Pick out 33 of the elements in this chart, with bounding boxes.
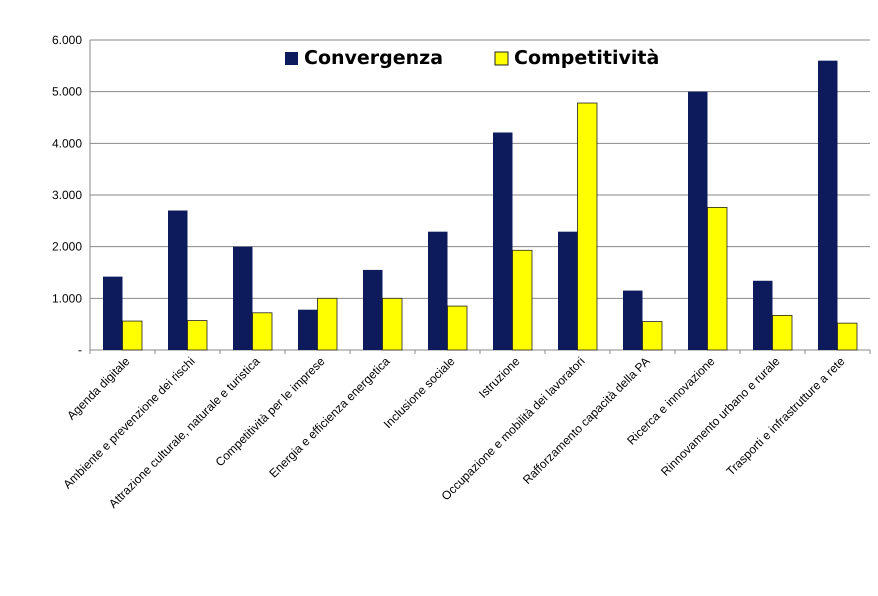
legend-label: Convergenza — [304, 47, 444, 69]
bar — [382, 298, 402, 350]
bar — [688, 92, 708, 350]
bar — [818, 60, 838, 350]
y-tick-label: 3.000 — [52, 188, 82, 202]
bar — [428, 232, 448, 350]
bar — [317, 298, 338, 350]
bar — [187, 320, 208, 350]
bar — [493, 132, 512, 350]
bar — [577, 102, 598, 350]
y-tick-label: - — [78, 343, 82, 357]
bar — [447, 306, 468, 350]
bar — [623, 290, 642, 350]
bar — [363, 270, 382, 350]
bar — [642, 321, 662, 350]
bar — [103, 276, 122, 350]
y-tick-label: 5.000 — [52, 84, 82, 99]
bar — [753, 280, 772, 350]
legend-label: Competitività — [514, 47, 660, 69]
bar — [772, 314, 792, 350]
bar — [233, 246, 252, 350]
bar — [168, 210, 188, 350]
y-tick-label: 6.000 — [52, 33, 82, 47]
y-tick-label: 2.000 — [52, 240, 82, 254]
bar — [298, 310, 318, 350]
bar — [512, 250, 532, 350]
bar — [122, 320, 142, 350]
bar — [252, 312, 272, 350]
y-tick-label: 1.000 — [52, 291, 82, 306]
bar — [558, 232, 578, 350]
bar — [707, 207, 728, 350]
y-tick-label: 4.000 — [52, 136, 82, 150]
bar — [837, 322, 858, 350]
